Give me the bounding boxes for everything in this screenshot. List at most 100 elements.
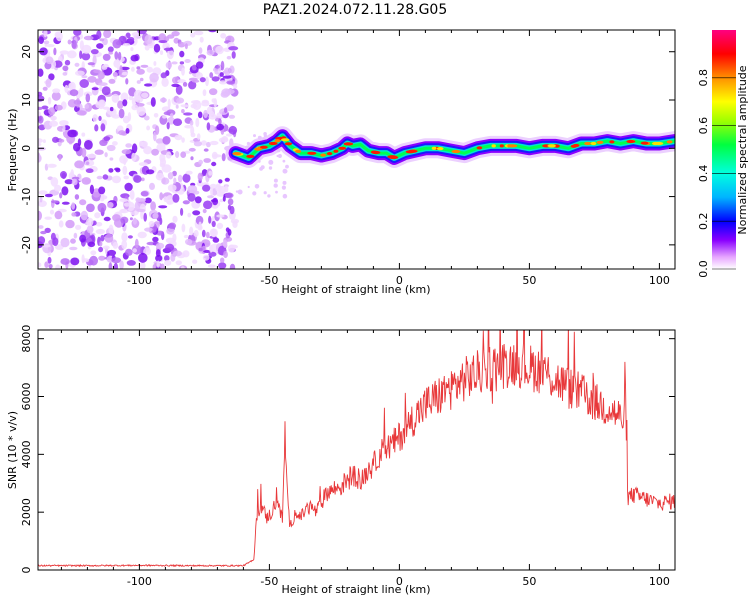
noise-dot — [273, 178, 278, 183]
noise-blob — [172, 215, 178, 223]
bottom-axes: -100 -50 0 50 100 0 2000 4000 6000 8000 — [20, 325, 676, 588]
noise-dot — [253, 134, 256, 138]
noise-blob — [99, 241, 103, 247]
noise-blob — [127, 112, 132, 122]
noise-blob — [90, 49, 99, 55]
noise-blob — [120, 92, 129, 102]
top-x-tick-label: -50 — [260, 274, 278, 287]
noise-blob — [98, 82, 108, 86]
noise-blob — [125, 32, 131, 39]
noise-blob — [202, 208, 207, 214]
noise-blob — [74, 62, 80, 67]
noise-blob — [144, 83, 153, 87]
noise-blob — [215, 45, 225, 55]
noise-blob — [212, 197, 219, 206]
noise-blob — [188, 80, 197, 90]
noise-dot — [283, 169, 288, 174]
noise-blob — [38, 111, 41, 117]
noise-blob — [108, 224, 114, 235]
noise-blob — [48, 264, 53, 269]
noise-blob — [189, 226, 194, 236]
noise-blob — [51, 200, 60, 204]
noise-blob — [232, 220, 238, 228]
noise-blob — [71, 39, 77, 49]
noise-blob — [175, 104, 179, 109]
noise-blob — [121, 71, 129, 76]
noise-blob — [125, 248, 133, 256]
noise-blob — [171, 61, 178, 65]
noise-dot — [247, 185, 250, 189]
noise-blob — [175, 260, 182, 266]
noise-blob — [43, 30, 48, 38]
top-y-tick-label: -10 — [20, 188, 33, 206]
bottom-x-tick-label: -100 — [127, 575, 152, 588]
noise-blob — [208, 251, 217, 257]
noise-blob — [112, 141, 118, 146]
noise-blob — [159, 97, 167, 103]
noise-blob — [73, 30, 82, 36]
noise-blob — [108, 78, 116, 84]
noise-blob — [227, 244, 235, 253]
noise-blob — [187, 212, 191, 218]
noise-blob — [89, 255, 98, 266]
noise-blob — [95, 228, 106, 235]
noise-blob — [194, 196, 202, 204]
noise-blob — [98, 255, 106, 261]
noise-blob — [182, 173, 191, 183]
noise-blob — [149, 182, 155, 190]
noise-blob — [202, 89, 207, 97]
noise-dot — [282, 159, 286, 163]
top-frame — [37, 29, 676, 270]
noise-blob — [181, 223, 186, 233]
noise-blob — [226, 55, 232, 60]
noise-blob — [126, 260, 136, 266]
noise-blob — [195, 61, 204, 69]
noise-blob — [153, 43, 161, 53]
noise-blob — [155, 172, 165, 181]
noise-blob — [81, 132, 86, 137]
noise-blob — [160, 263, 165, 269]
noise-blob — [54, 244, 64, 250]
noise-blob — [172, 233, 177, 242]
noise-blob — [206, 122, 211, 131]
noise-blob — [43, 40, 50, 45]
noise-blob — [54, 184, 62, 192]
noise-blob — [49, 209, 55, 215]
noise-blob — [38, 106, 44, 111]
top-x-tick-label: -100 — [127, 274, 152, 287]
top-x-tick-label: 0 — [396, 274, 403, 287]
noise-blob — [111, 257, 122, 264]
noise-blob — [190, 156, 194, 161]
noise-blob — [47, 163, 57, 168]
noise-blob — [131, 143, 138, 154]
noise-blob — [112, 241, 119, 249]
noise-blob — [96, 175, 103, 180]
noise-blob — [191, 64, 197, 71]
noise-blob — [228, 125, 238, 135]
bottom-y-tick-label: 6000 — [20, 383, 33, 411]
ridge-peak — [407, 149, 418, 153]
noise-blob — [179, 50, 185, 58]
noise-blob — [219, 199, 224, 203]
noise-blob — [187, 192, 196, 202]
noise-dot — [263, 191, 267, 195]
bottom-x-tick-label: 0 — [396, 575, 403, 588]
noise-blob — [216, 123, 224, 131]
noise-blob — [180, 207, 184, 216]
noise-blob — [226, 133, 233, 137]
noise-blob — [55, 264, 61, 269]
noise-blob — [107, 46, 114, 53]
noise-blob — [53, 47, 57, 56]
top-y-tick-label: 20 — [20, 45, 33, 59]
noise-blob — [198, 221, 202, 230]
noise-blob — [144, 34, 153, 45]
noise-blob — [218, 118, 222, 125]
noise-blob — [208, 113, 217, 120]
noise-blob — [221, 153, 226, 162]
noise-blob — [185, 238, 193, 245]
ridge-peak — [373, 150, 379, 155]
noise-blob — [44, 163, 49, 171]
noise-blob — [165, 151, 172, 159]
noise-blob — [112, 39, 122, 49]
